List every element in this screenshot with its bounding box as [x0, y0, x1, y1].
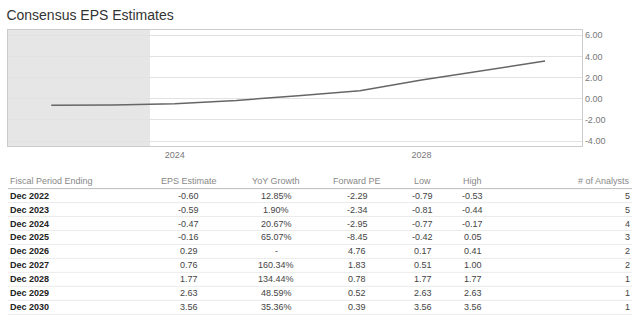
- svg-text:0.51: 0.51: [414, 260, 432, 270]
- svg-text:3.56: 3.56: [180, 302, 198, 312]
- svg-text:0.29: 0.29: [180, 246, 198, 256]
- svg-text:2024: 2024: [165, 150, 185, 160]
- svg-text:3.56: 3.56: [464, 302, 482, 312]
- svg-text:1.77: 1.77: [180, 274, 198, 284]
- svg-text:6.00: 6.00: [585, 30, 603, 40]
- svg-text:-0.79: -0.79: [412, 191, 433, 201]
- svg-text:2.63: 2.63: [464, 288, 482, 298]
- svg-text:0.00: 0.00: [585, 94, 603, 104]
- svg-text:-0.44: -0.44: [462, 205, 483, 215]
- svg-text:Dec 2026: Dec 2026: [10, 246, 49, 256]
- svg-text:1: 1: [625, 302, 630, 312]
- svg-text:Fiscal Period Ending: Fiscal Period Ending: [10, 176, 93, 186]
- svg-text:0.52: 0.52: [348, 288, 366, 298]
- svg-text:-2.29: -2.29: [347, 191, 368, 201]
- svg-text:-0.53: -0.53: [462, 191, 483, 201]
- svg-text:-0.42: -0.42: [412, 232, 433, 242]
- svg-text:2: 2: [625, 260, 630, 270]
- svg-text:Dec 2030: Dec 2030: [10, 302, 49, 312]
- svg-text:4: 4: [625, 219, 630, 229]
- svg-text:1.83: 1.83: [348, 260, 366, 270]
- svg-text:-0.16: -0.16: [178, 232, 199, 242]
- svg-text:0.39: 0.39: [348, 302, 366, 312]
- svg-text:-8.45: -8.45: [347, 232, 368, 242]
- svg-text:2.63: 2.63: [414, 288, 432, 298]
- svg-text:-0.81: -0.81: [412, 205, 433, 215]
- svg-text:35.36%: 35.36%: [261, 302, 292, 312]
- svg-text:1.00: 1.00: [464, 260, 482, 270]
- svg-text:0.17: 0.17: [414, 246, 432, 256]
- svg-text:12.85%: 12.85%: [261, 191, 292, 201]
- svg-text:3: 3: [625, 232, 630, 242]
- svg-text:Dec 2022: Dec 2022: [10, 191, 49, 201]
- svg-text:4.76: 4.76: [348, 246, 366, 256]
- svg-text:5: 5: [625, 191, 630, 201]
- svg-text:-0.60: -0.60: [178, 191, 199, 201]
- svg-text:Dec 2028: Dec 2028: [10, 274, 49, 284]
- svg-text:0.05: 0.05: [464, 232, 482, 242]
- svg-text:1.90%: 1.90%: [263, 205, 289, 215]
- svg-text:Dec 2024: Dec 2024: [10, 219, 49, 229]
- svg-text:-4.00: -4.00: [585, 136, 606, 146]
- svg-text:2.00: 2.00: [585, 73, 603, 83]
- svg-text:EPS Estimate: EPS Estimate: [161, 176, 217, 186]
- svg-text:-0.47: -0.47: [178, 219, 199, 229]
- svg-text:134.44%: 134.44%: [258, 274, 294, 284]
- svg-text:1: 1: [625, 274, 630, 284]
- svg-text:3.56: 3.56: [414, 302, 432, 312]
- svg-text:Forward PE: Forward PE: [333, 176, 381, 186]
- svg-text:-2.34: -2.34: [347, 205, 368, 215]
- svg-text:1: 1: [625, 288, 630, 298]
- svg-text:1.77: 1.77: [414, 274, 432, 284]
- svg-text:YoY Growth: YoY Growth: [252, 176, 300, 186]
- svg-text:-2.00: -2.00: [585, 115, 606, 125]
- svg-text:65.07%: 65.07%: [261, 232, 292, 242]
- svg-text:-0.59: -0.59: [178, 205, 199, 215]
- svg-text:0.76: 0.76: [180, 260, 198, 270]
- svg-text:2: 2: [625, 246, 630, 256]
- svg-text:-2.95: -2.95: [347, 219, 368, 229]
- svg-text:1.77: 1.77: [464, 274, 482, 284]
- svg-text:Dec 2027: Dec 2027: [10, 260, 49, 270]
- svg-text:-: -: [275, 246, 278, 256]
- svg-text:160.34%: 160.34%: [258, 260, 294, 270]
- svg-text:4.00: 4.00: [585, 52, 603, 62]
- svg-text:48.59%: 48.59%: [261, 288, 292, 298]
- svg-text:2028: 2028: [412, 150, 432, 160]
- svg-text:# of Analysts: # of Analysts: [578, 176, 630, 186]
- svg-text:0.78: 0.78: [348, 274, 366, 284]
- svg-text:Dec 2029: Dec 2029: [10, 288, 49, 298]
- svg-text:-0.77: -0.77: [412, 219, 433, 229]
- svg-text:Dec 2023: Dec 2023: [10, 205, 49, 215]
- svg-text:High: High: [463, 176, 482, 186]
- svg-text:Dec 2025: Dec 2025: [10, 232, 49, 242]
- svg-text:Consensus EPS Estimates: Consensus EPS Estimates: [6, 7, 173, 23]
- svg-text:Low: Low: [414, 176, 431, 186]
- svg-text:-0.17: -0.17: [462, 219, 483, 229]
- svg-text:5: 5: [625, 205, 630, 215]
- svg-text:20.67%: 20.67%: [261, 219, 292, 229]
- svg-text:2.63: 2.63: [180, 288, 198, 298]
- svg-text:0.41: 0.41: [464, 246, 482, 256]
